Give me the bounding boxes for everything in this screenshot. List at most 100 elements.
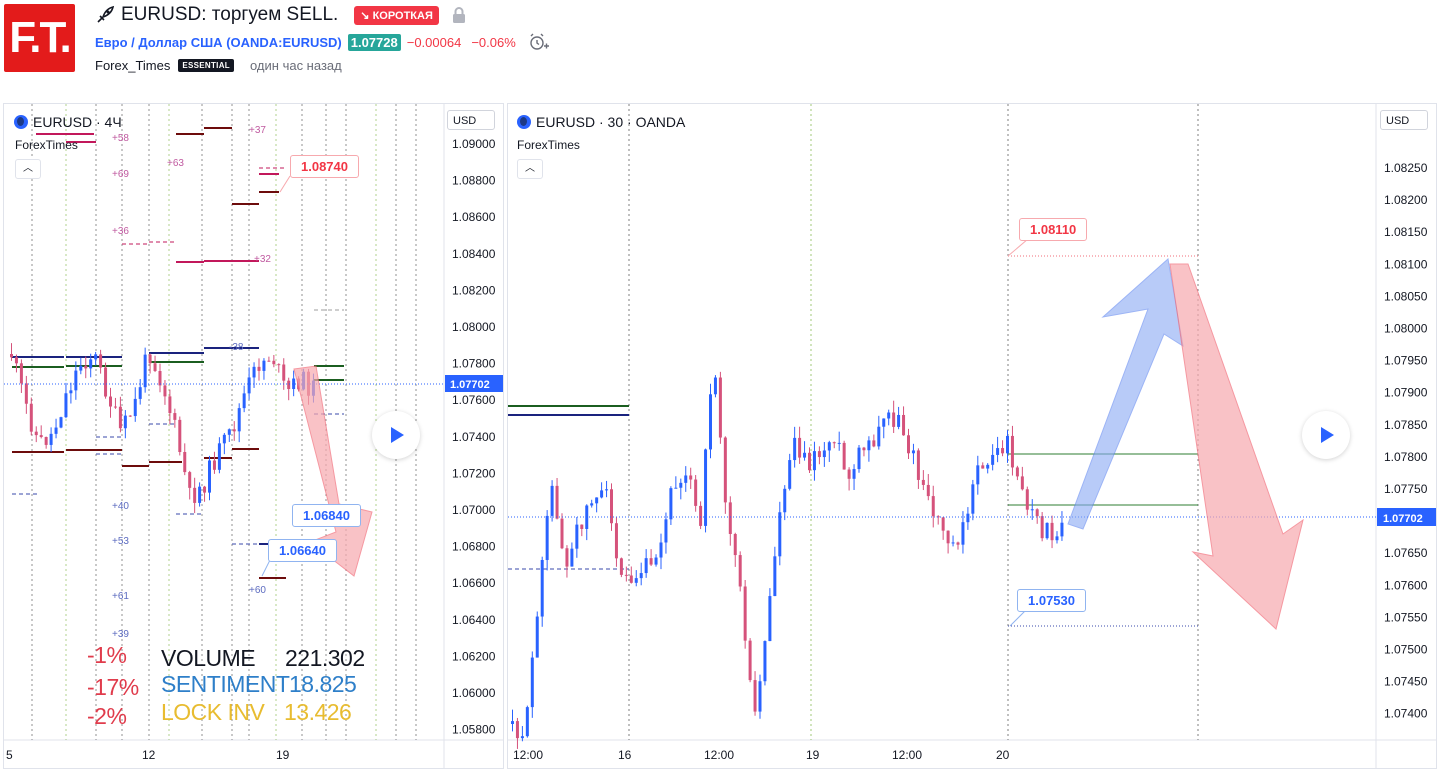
candle-body [267, 360, 271, 362]
candle-body [798, 437, 802, 458]
candle-body [718, 377, 722, 438]
author-name[interactable]: Forex_Times [95, 57, 171, 73]
candle-body [54, 427, 58, 434]
time-tick-label: 20 [996, 748, 1010, 762]
candle-body [198, 486, 202, 503]
candle-body [292, 378, 296, 390]
candle-body [158, 371, 162, 386]
level-label: +60 [249, 585, 266, 596]
eurusd-flag-icon [517, 115, 531, 129]
add-alert-icon[interactable] [528, 32, 550, 52]
play-replay-button[interactable] [372, 411, 420, 459]
candle-body [232, 429, 236, 432]
candle-body [600, 490, 604, 498]
volume-label: VOLUME [161, 645, 256, 671]
brand-logo[interactable]: F.T. [4, 4, 75, 72]
candle-body [887, 412, 891, 419]
candle-body [941, 517, 945, 531]
price-tick-label: 1.07200 [452, 466, 496, 480]
play-replay-button[interactable] [1302, 411, 1350, 459]
play-icon [391, 427, 404, 443]
collapse-button[interactable]: ︿ [15, 159, 41, 179]
price-tick-label: 1.06400 [452, 613, 496, 627]
candle-body [173, 413, 177, 420]
candle-body [956, 542, 960, 545]
lockinv-value: 13.426 [284, 699, 352, 725]
candle-body [113, 406, 117, 408]
candle-body [946, 530, 950, 544]
candle-body [580, 524, 584, 529]
candle-body [976, 465, 980, 485]
candle-body [610, 489, 613, 524]
candle-body [916, 450, 920, 480]
candle-body [530, 657, 534, 708]
candle-body [10, 354, 13, 358]
candle-body [624, 574, 628, 576]
candle-body [84, 365, 88, 369]
candle-body [1055, 536, 1059, 541]
current-price-label: 1.07702 [1383, 513, 1423, 525]
candle-body [44, 437, 48, 445]
symbol-name-link[interactable]: Евро / Доллар США (OANDA:EURUSD) [95, 35, 342, 50]
candle-body [897, 414, 901, 427]
play-icon [1321, 427, 1334, 443]
candle-body [99, 354, 103, 368]
candle-body [163, 385, 167, 397]
candle-body [19, 363, 23, 384]
candle-body [931, 496, 935, 517]
callout-target-high[interactable]: 1.08740 [290, 155, 359, 178]
candle-body [515, 721, 519, 739]
symbol-name[interactable]: Евро / Доллар США [95, 34, 223, 50]
candle-body [892, 412, 896, 427]
candle-body [921, 479, 925, 485]
time-tick-label: 12 [142, 748, 156, 762]
callout-target-low[interactable]: 1.07530 [1017, 589, 1086, 612]
price-tick-label: 1.07500 [1384, 643, 1428, 657]
callout-level-2[interactable]: 1.06640 [268, 539, 337, 562]
candle-body [926, 484, 930, 497]
price-tick-label: 1.07450 [1384, 675, 1428, 689]
logo-text: F.T. [9, 13, 71, 62]
callout-level-1[interactable]: 1.06840 [292, 504, 361, 527]
level-label: +40 [112, 501, 129, 512]
candle-body [39, 435, 43, 438]
time-tick-label: 19 [276, 748, 290, 762]
candle-body [520, 736, 524, 739]
candle-body [907, 435, 910, 454]
candle-body [812, 451, 816, 471]
candle-body [862, 447, 866, 451]
candle-body [733, 533, 737, 556]
candle-body [857, 447, 861, 470]
price-tick-label: 1.06800 [452, 540, 496, 554]
symbol-ticker[interactable]: (OANDA:EURUSD) [226, 34, 342, 50]
currency-selector[interactable]: USD [1380, 110, 1428, 130]
candle-body [49, 433, 53, 445]
candle-body [104, 367, 108, 397]
price-tick-label: 1.07800 [452, 357, 496, 371]
price-tick-label: 1.08400 [452, 247, 496, 261]
candle-body [961, 522, 965, 545]
collapse-button[interactable]: ︿ [517, 159, 543, 179]
chart-30m[interactable]: 1.08250 1.08200 1.08150 1.08100 1.08050 1.080… [507, 103, 1437, 769]
price-tick-label: 1.06200 [452, 649, 496, 663]
candle-body [79, 365, 83, 371]
candle-body [679, 482, 683, 488]
candle-body [822, 450, 826, 458]
candle-body [684, 475, 688, 483]
candle-body [560, 518, 564, 549]
candle-body [1040, 516, 1044, 539]
chart-4h[interactable]: 1.09000 1.08800 1.08600 1.08400 1.08200 1.080… [3, 103, 504, 769]
level-label: +63 [167, 158, 184, 169]
currency-selector[interactable]: USD [447, 110, 495, 130]
candle-body [277, 364, 281, 366]
chart-30m-canvas[interactable]: 1.08250 1.08200 1.08150 1.08100 1.08050 1.080… [508, 104, 1436, 768]
current-price-badge [1377, 508, 1436, 526]
price-tick-label: 1.08800 [452, 174, 496, 188]
candle-body [59, 417, 63, 428]
callout-target-high[interactable]: 1.08110 [1019, 218, 1088, 241]
candle-body [237, 408, 241, 432]
candle-body [629, 575, 633, 583]
candle-body [649, 558, 653, 565]
price-tick-label: 1.07800 [1384, 450, 1428, 464]
idea-title: EURUSD: торгуем SELL. [121, 4, 339, 25]
